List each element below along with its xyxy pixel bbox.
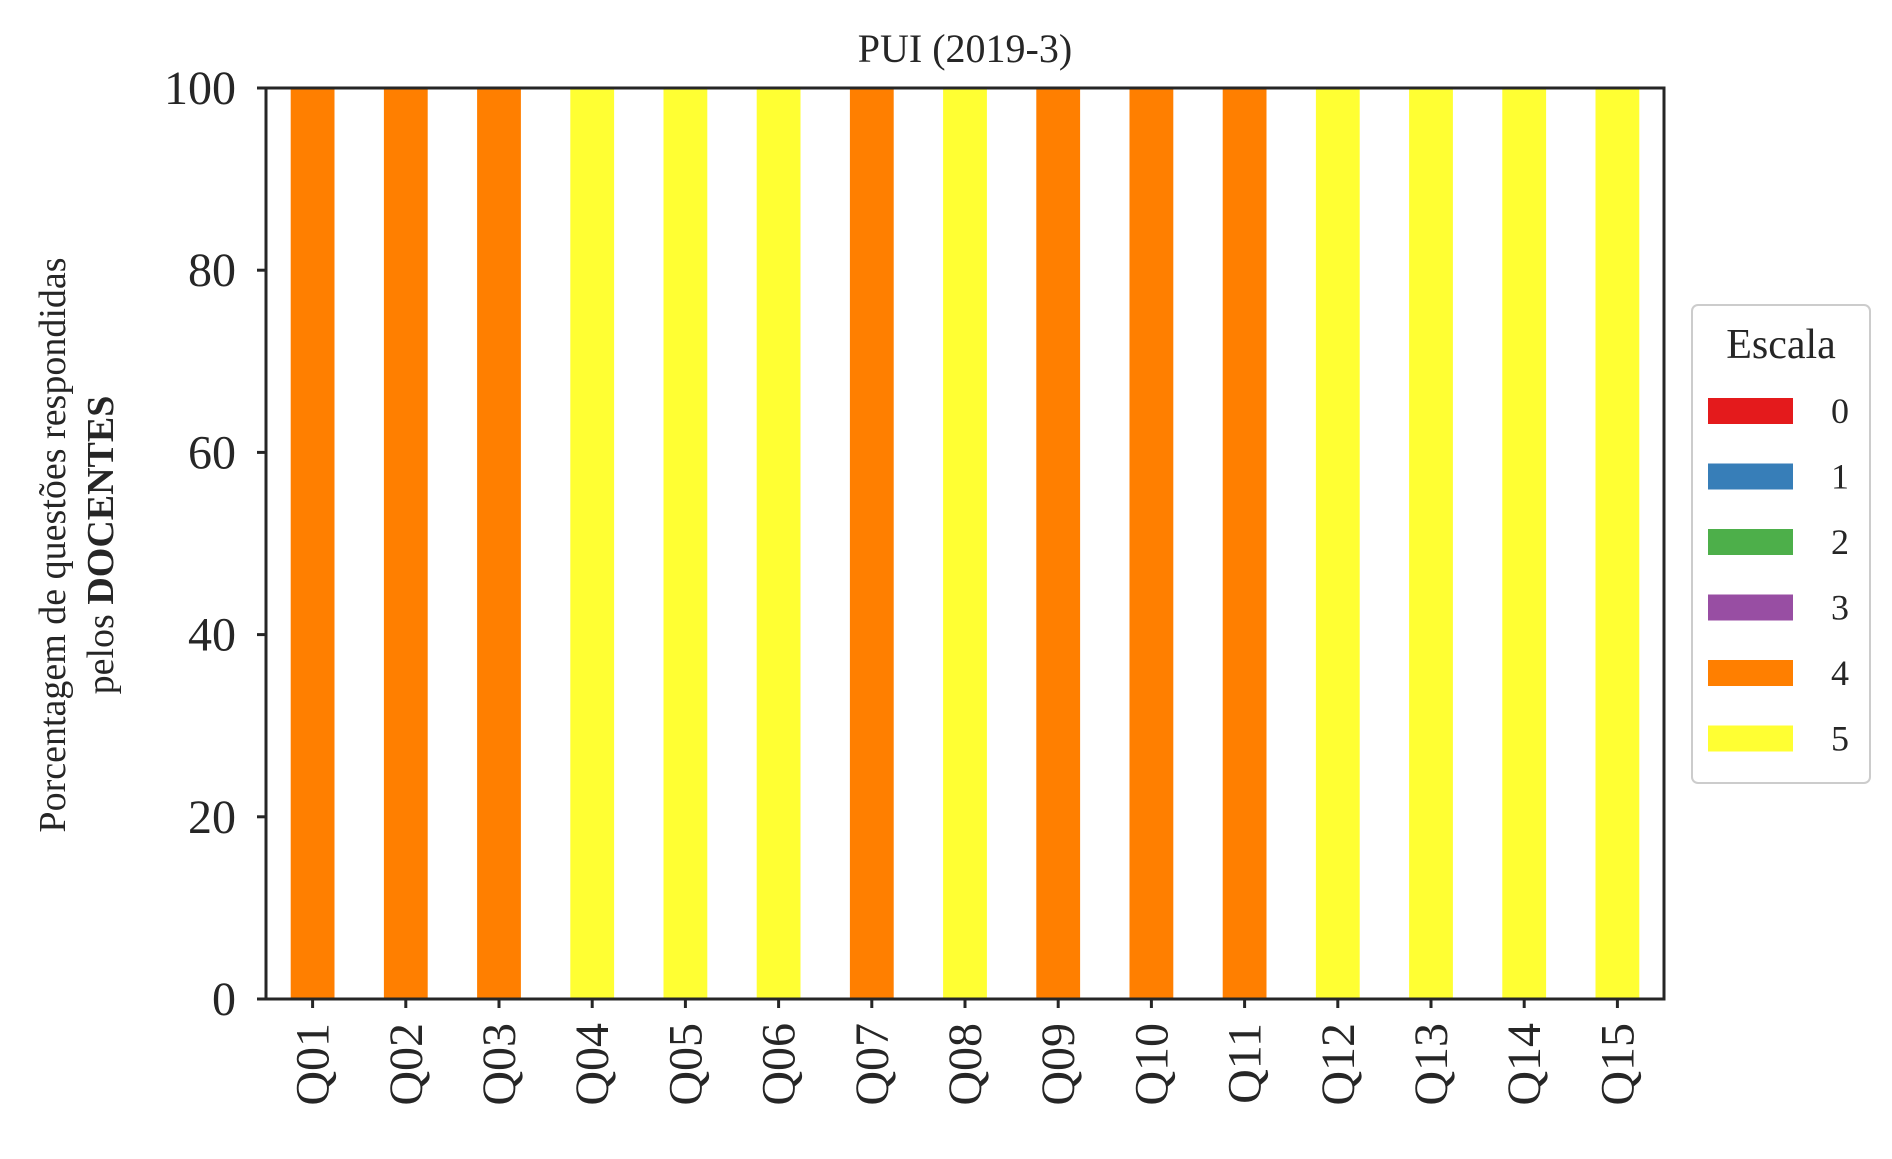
y-tick-label: 40 <box>188 609 236 662</box>
bar-Q15-scale-5 <box>1595 88 1640 999</box>
bar-Q11-scale-4 <box>1222 88 1267 999</box>
bar-Q02-scale-4 <box>383 88 428 999</box>
y-tick-label: 100 <box>164 62 236 115</box>
legend-swatch-4 <box>1708 660 1793 686</box>
bar-Q05-scale-5 <box>663 88 708 999</box>
y-tick-label: 80 <box>188 244 236 297</box>
legend-label-0: 0 <box>1831 391 1849 431</box>
legend-swatch-2 <box>1708 529 1793 555</box>
legend: Escala 0 1 2 3 4 5 <box>1691 304 1871 784</box>
x-tick-label-Q10: Q10 <box>1125 1023 1178 1106</box>
legend-label-2: 2 <box>1831 522 1849 562</box>
x-tick-label-Q05: Q05 <box>659 1023 712 1106</box>
legend-label-3: 3 <box>1831 588 1849 628</box>
x-tick-label-Q13: Q13 <box>1405 1023 1458 1106</box>
bar-Q06-scale-5 <box>756 88 801 999</box>
x-tick-label-Q07: Q07 <box>846 1023 899 1106</box>
y-tick-label: 0 <box>212 973 236 1026</box>
x-tick-label-Q15: Q15 <box>1591 1023 1644 1106</box>
x-tick-label-Q03: Q03 <box>473 1023 526 1106</box>
x-tick-label-Q12: Q12 <box>1312 1023 1365 1106</box>
y-axis-label-line2: pelos DOCENTES <box>80 396 122 695</box>
bar-Q12-scale-5 <box>1315 88 1360 999</box>
bar-Q09-scale-4 <box>1036 88 1081 999</box>
bar-Q08-scale-5 <box>943 88 987 999</box>
x-tick-label-Q04: Q04 <box>566 1023 619 1106</box>
y-axis-label-line2-prefix: pelos <box>80 605 122 695</box>
y-tick-label: 20 <box>188 791 236 844</box>
x-tick-label-Q08: Q08 <box>939 1023 992 1106</box>
x-tick-label-Q14: Q14 <box>1498 1023 1551 1106</box>
legend-swatch-1 <box>1708 463 1793 490</box>
legend-label-1: 1 <box>1831 457 1849 497</box>
x-tick-label-Q01: Q01 <box>287 1023 340 1106</box>
x-ticks-group: Q01 Q02 Q03 Q04 Q05 Q06 Q07 Q08 Q09 Q10 Q11 Q12 Q13 Q… <box>287 999 1644 1106</box>
legend-swatch-0 <box>1708 398 1793 424</box>
bars-group <box>290 88 1640 999</box>
plot-frame <box>264 86 1666 1001</box>
y-ticks-group: 0 20 40 60 80 100 <box>164 62 266 1026</box>
legend-swatch-3 <box>1708 594 1793 621</box>
bar-Q13-scale-5 <box>1409 88 1453 999</box>
x-tick-label-Q02: Q02 <box>380 1023 433 1106</box>
x-tick-label-Q11: Q11 <box>1219 1023 1272 1104</box>
y-axis-label-line2-bold: DOCENTES <box>80 396 122 605</box>
bar-Q07-scale-4 <box>849 88 894 999</box>
x-tick-label-Q09: Q09 <box>1032 1023 1085 1106</box>
y-axis-label: Porcentagem de questões respondidas pelo… <box>32 257 122 832</box>
legend-label-5: 5 <box>1831 719 1849 759</box>
bar-Q04-scale-5 <box>570 88 615 999</box>
legend-items: 0 1 2 3 4 5 <box>1708 391 1849 759</box>
bar-Q01-scale-4 <box>290 88 335 999</box>
bar-Q14-scale-5 <box>1502 88 1547 999</box>
y-axis-label-line1: Porcentagem de questões respondidas <box>32 257 74 832</box>
chart-title: PUI (2019-3) <box>858 26 1072 71</box>
legend-label-4: 4 <box>1831 653 1849 693</box>
x-tick-label-Q06: Q06 <box>753 1023 806 1106</box>
legend-title: Escala <box>1726 322 1836 368</box>
y-tick-label: 60 <box>188 426 236 479</box>
bar-Q10-scale-4 <box>1129 88 1174 999</box>
legend-swatch-5 <box>1708 725 1793 752</box>
bar-Q03-scale-4 <box>477 88 521 999</box>
